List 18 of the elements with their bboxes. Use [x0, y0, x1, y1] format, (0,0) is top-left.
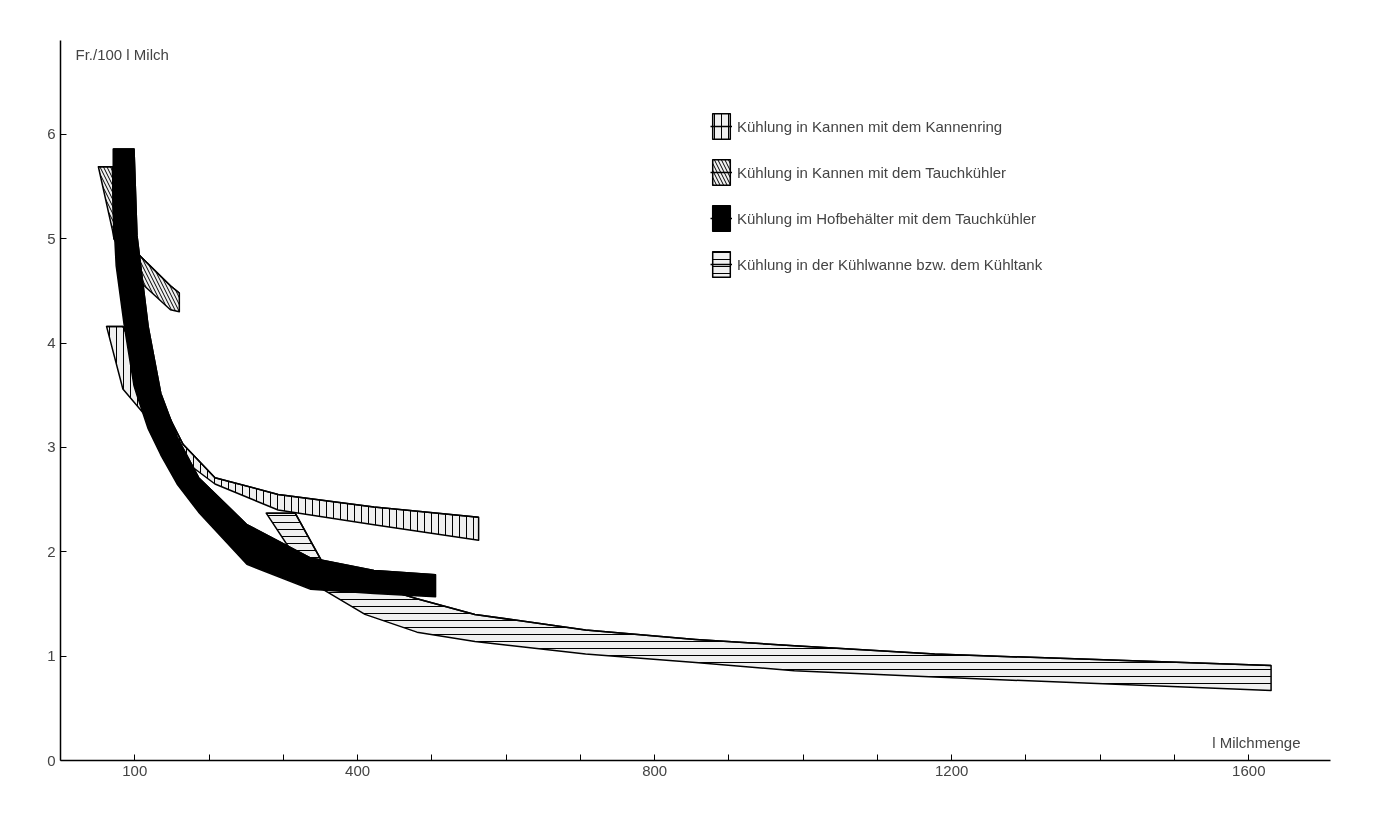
x-axis-title: l Milchmenge: [1212, 733, 1301, 751]
legend-label: Kühlung im Hofbehälter mit dem Tauchkühler: [737, 209, 1037, 227]
y-axis-title: Fr./100 l Milch: [75, 45, 169, 63]
y-tick-label: 5: [47, 229, 56, 247]
y-tick-label: 1: [47, 647, 56, 665]
legend-label: Kühlung in Kannen mit dem Tauchkühler: [737, 163, 1007, 181]
x-tick-label: 1600: [1232, 761, 1266, 779]
x-tick-label: 1200: [935, 761, 969, 779]
y-tick-label: 6: [47, 125, 56, 143]
x-tick-label: 400: [345, 761, 371, 779]
y-tick-label: 3: [47, 438, 56, 456]
y-tick-label: 2: [47, 542, 56, 560]
legend-label: Kühlung in Kannen mit dem Kannenring: [737, 117, 1003, 135]
x-tick-label: 800: [642, 761, 668, 779]
x-tick-label: 100: [122, 761, 148, 779]
y-tick-label: 4: [47, 334, 56, 352]
legend-label: Kühlung in der Kühlwanne bzw. dem Kühltank: [737, 255, 1043, 273]
y-tick-label: 0: [47, 751, 56, 769]
